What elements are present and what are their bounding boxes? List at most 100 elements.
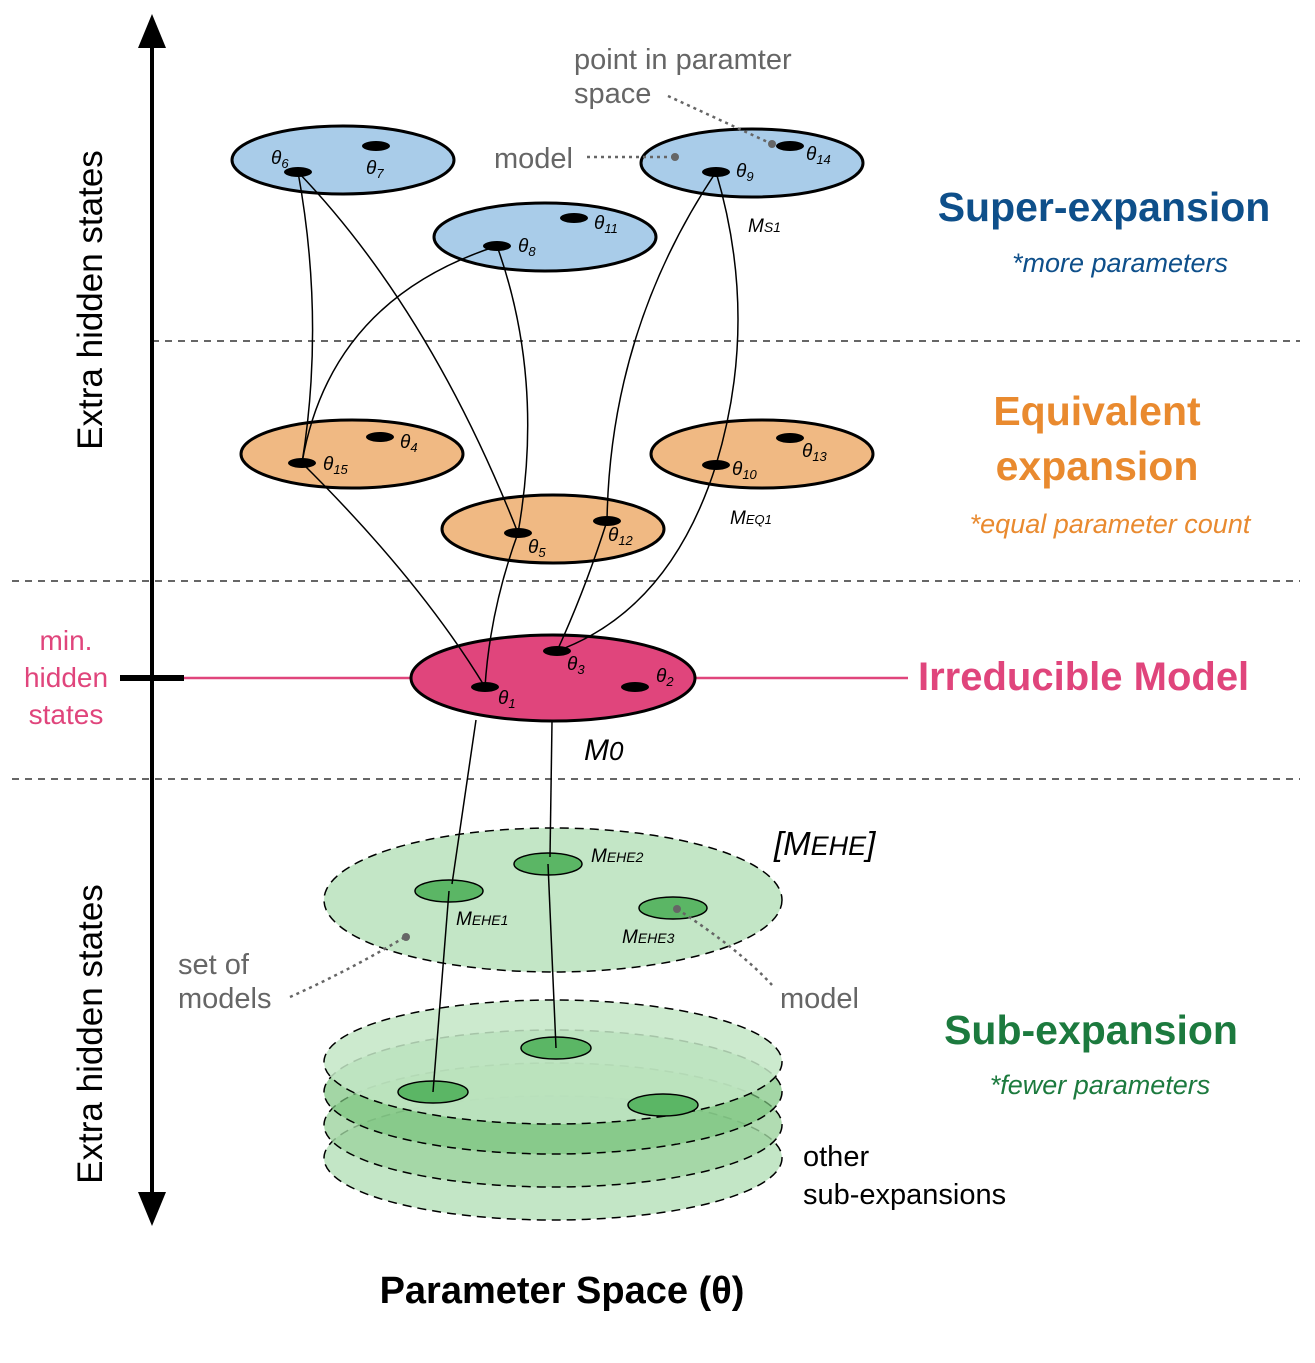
conn-t8-t15	[301, 245, 498, 464]
point-t14	[776, 141, 804, 151]
tier-equivalent-title-2: expansion	[996, 443, 1199, 489]
annotation-point-line2: space	[574, 78, 651, 110]
tier-equivalent-note: *equal parameter count	[970, 509, 1252, 539]
axis-arrow-down	[138, 1192, 166, 1226]
pointer-dot-point	[768, 140, 776, 148]
annotations: point in paramter space model set of mod…	[178, 44, 859, 1015]
label-t1: θ1	[498, 688, 516, 711]
conn-t6-t15	[297, 171, 314, 464]
model-ellipses	[230, 124, 875, 723]
point-t5	[504, 528, 532, 538]
label-t6: θ6	[271, 148, 289, 171]
conn-t5-t1	[484, 532, 519, 688]
conn-t9-t12	[606, 171, 717, 522]
label-t9: θ9	[736, 161, 754, 184]
conn-t12-t3	[556, 520, 608, 652]
conn-m0-mehe2	[549, 721, 553, 858]
label-ms1: MS1	[748, 216, 781, 237]
point-t8	[483, 241, 511, 251]
tier-irreducible-min-2: hidden	[24, 662, 108, 693]
label-t5: θ5	[528, 537, 546, 560]
ms-ellipse-a	[230, 124, 456, 196]
annotation-pointers	[289, 94, 773, 999]
annotation-pointer-dots	[402, 140, 776, 941]
point-t11	[560, 213, 588, 223]
conn-t8-t5	[496, 245, 529, 534]
annotation-other-line2: sub-expansions	[803, 1179, 1006, 1211]
tier-irreducible-min-3: states	[29, 699, 104, 730]
conn-t15-t1	[301, 462, 486, 688]
label-t14: θ14	[806, 144, 831, 167]
meq-ellipse-a	[239, 418, 465, 490]
axis-label-lower: Extra hidden states	[71, 884, 110, 1184]
meq-ellipse-b	[440, 493, 666, 565]
point-t12	[593, 516, 621, 526]
pointer-dot-set	[402, 933, 410, 941]
m0-ellipse	[409, 633, 697, 723]
label-mehe-set: [MEHE]	[773, 825, 876, 862]
conn-mehe1-stack1	[432, 890, 450, 1093]
conn-m0-mehe1	[451, 719, 477, 885]
sub-expansion-stack	[323, 999, 783, 1221]
point-t3	[543, 646, 571, 656]
pointer-set-of-models	[289, 935, 406, 999]
point-t10	[702, 460, 730, 470]
conn-t9-t10	[715, 171, 739, 466]
tier-sub-title: Sub-expansion	[944, 1007, 1238, 1053]
tier-equivalent-title-1: Equivalent	[993, 388, 1201, 434]
label-mehe3: MEHE3	[622, 927, 675, 948]
label-t3: θ3	[567, 654, 585, 677]
point-t6	[284, 167, 312, 177]
label-t4: θ4	[400, 432, 418, 455]
tier-super-note: *more parameters	[1012, 248, 1228, 278]
conn-mehe2-stack2	[547, 863, 557, 1049]
tier-irreducible-min-1: min.	[40, 625, 93, 656]
axis-label-upper: Extra hidden states	[71, 150, 110, 450]
label-m0: M0	[584, 734, 624, 767]
label-t11: θ11	[594, 213, 618, 236]
stack-model-3	[627, 1093, 699, 1117]
point-t1	[471, 682, 499, 692]
label-mehe2: MEHE2	[591, 846, 644, 867]
vertical-axis	[120, 14, 184, 1226]
meq1-ellipse	[649, 418, 875, 490]
x-axis-label: Parameter Space (θ)	[380, 1270, 745, 1312]
pointer-dot-model-bottom	[673, 905, 681, 913]
label-t7: θ7	[366, 158, 384, 181]
pointer-dot-model-top	[671, 153, 679, 161]
label-meq1: MEQ1	[730, 508, 772, 529]
ms1-ellipse	[639, 127, 865, 199]
point-t13	[776, 433, 804, 443]
label-mehe1: MEHE1	[456, 909, 508, 930]
mehe3-ellipse	[638, 896, 708, 920]
label-t13: θ13	[802, 441, 828, 464]
tier-sub-note: *fewer parameters	[990, 1070, 1211, 1100]
annotation-set-line2: models	[178, 983, 272, 1015]
point-t4	[366, 432, 394, 442]
connections	[297, 171, 739, 1093]
mehe-set-ellipse	[323, 827, 783, 973]
annotation-point-line1: point in paramter	[574, 44, 792, 76]
parameter-points	[284, 141, 804, 692]
pointer-point-in-space	[667, 94, 773, 146]
conn-t6-t5	[297, 171, 519, 534]
annotation-model-bottom: model	[780, 983, 859, 1015]
ms-ellipse-b	[432, 201, 658, 273]
annotation-set-line1: set of	[178, 949, 250, 981]
annotation-other-line1: other	[803, 1141, 869, 1173]
stack-disk-1	[323, 999, 783, 1125]
label-t2: θ2	[656, 666, 674, 689]
tier-irreducible-title: Irreducible Model	[918, 655, 1249, 699]
point-t2	[621, 682, 649, 692]
annotation-model-top: model	[494, 143, 573, 175]
mehe-set	[323, 827, 783, 973]
tier-super-title: Super-expansion	[938, 184, 1271, 230]
label-t10: θ10	[732, 459, 758, 482]
label-t15: θ15	[323, 454, 349, 477]
point-t7	[362, 141, 390, 151]
point-t15	[288, 458, 316, 468]
label-t12: θ12	[608, 525, 634, 548]
pointer-model-bottom	[676, 907, 773, 986]
axis-arrow-up	[138, 14, 166, 48]
